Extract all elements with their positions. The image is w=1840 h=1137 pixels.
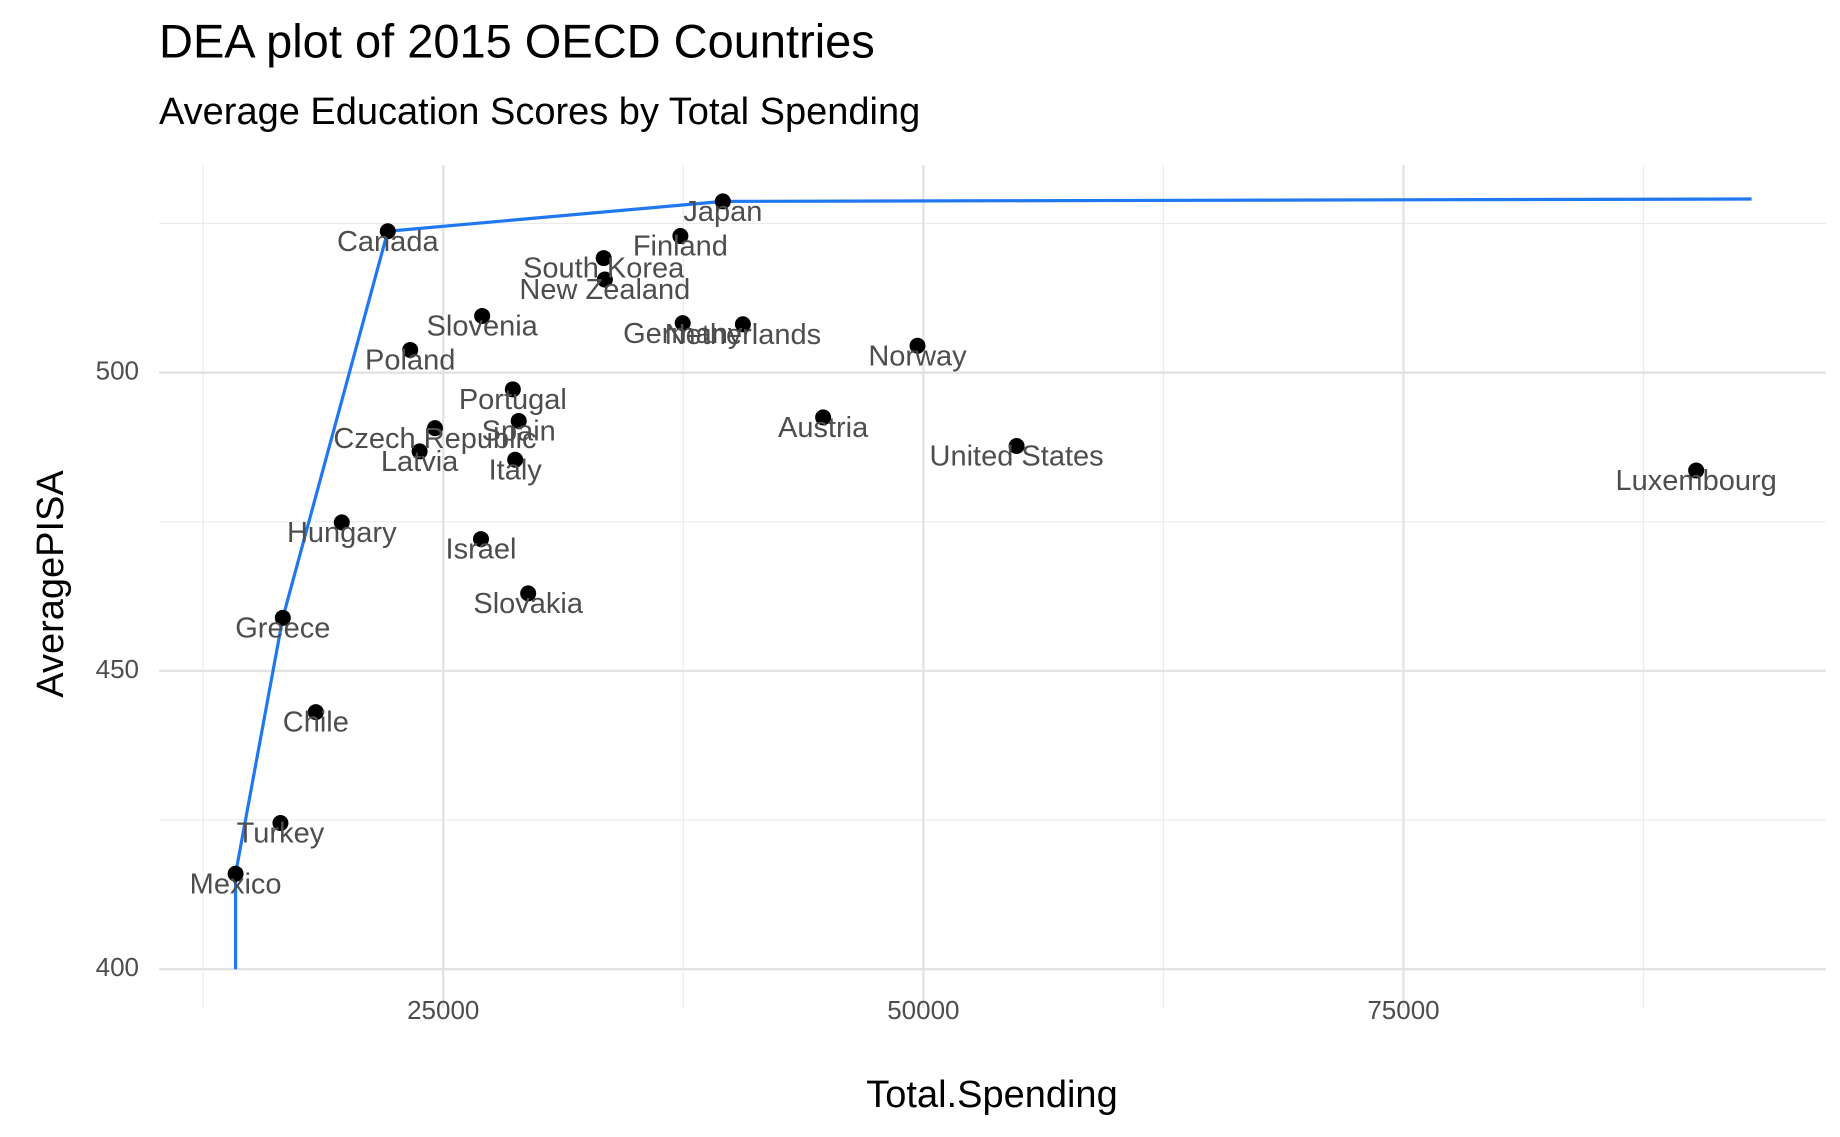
x-tick-label: 75000 — [1367, 995, 1439, 1025]
point — [510, 412, 527, 429]
point-label: New Zealand — [519, 274, 690, 306]
point — [674, 315, 691, 332]
point — [379, 223, 396, 240]
point-label: Poland — [365, 345, 455, 377]
point-label: United States — [930, 441, 1104, 473]
point — [307, 704, 324, 721]
point-label: Greece — [235, 612, 330, 644]
point — [1688, 462, 1705, 479]
point-label: Latvia — [381, 446, 459, 478]
point-label: Spain — [482, 416, 556, 448]
point-label: Chile — [283, 707, 349, 739]
point-label: Israel — [446, 534, 517, 566]
point — [272, 815, 289, 832]
y-tick-label: 400 — [96, 952, 139, 982]
x-axis-title: Total.Spending — [866, 1074, 1117, 1116]
point — [411, 443, 428, 460]
point — [426, 420, 443, 437]
y-tick-label: 500 — [96, 355, 139, 385]
point-label: Finland — [633, 231, 728, 263]
point — [595, 250, 612, 267]
point-label: Germany — [623, 318, 743, 350]
point — [596, 271, 613, 288]
point — [472, 531, 489, 548]
frontier-line — [233, 197, 1752, 970]
point — [507, 451, 524, 468]
point-label: Slovakia — [473, 588, 583, 620]
point-label: Italy — [489, 454, 543, 486]
point — [274, 609, 291, 626]
x-tick-label: 25000 — [407, 995, 479, 1025]
point — [1008, 438, 1025, 454]
point — [815, 409, 832, 426]
point-label: Luxembourg — [1616, 465, 1777, 497]
point-label: Netherlands — [665, 319, 821, 351]
point-label: Austria — [778, 412, 869, 444]
point-label: Norway — [868, 340, 967, 372]
point — [909, 337, 926, 354]
point-label: Portugal — [459, 384, 567, 416]
point-label: Czech Republic — [333, 423, 536, 455]
point — [402, 341, 419, 358]
point — [714, 193, 731, 210]
point — [672, 227, 689, 244]
point — [227, 865, 244, 882]
point — [333, 514, 350, 531]
point-label: South Korea — [523, 253, 685, 285]
x-tick-label: 50000 — [887, 995, 959, 1025]
y-tick-label: 450 — [96, 654, 139, 684]
point-label: Hungary — [287, 517, 397, 549]
point-label: Turkey — [237, 818, 325, 850]
point — [520, 585, 537, 602]
point-label: Slovenia — [427, 311, 539, 343]
point — [504, 381, 521, 398]
chart-title: DEA plot of 2015 OECD Countries — [159, 14, 875, 67]
point — [734, 316, 751, 333]
point-label: Mexico — [190, 868, 282, 900]
point-label: Canada — [337, 226, 439, 258]
y-axis-title: AveragePISA — [30, 470, 72, 698]
chart-subtitle: Average Education Scores by Total Spendi… — [159, 91, 920, 133]
point-label: Japan — [683, 196, 762, 228]
point — [474, 307, 491, 324]
